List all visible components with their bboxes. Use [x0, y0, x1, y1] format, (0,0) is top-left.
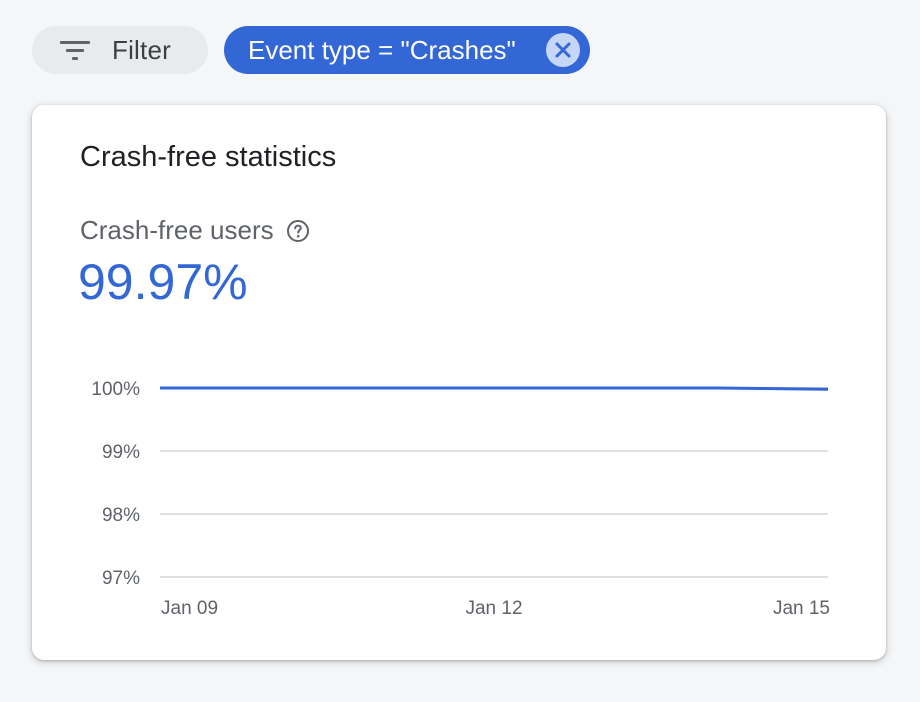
active-filter-chip[interactable]: Event type = "Crashes": [224, 26, 590, 74]
active-filter-label: Event type = "Crashes": [248, 34, 516, 65]
card-title: Crash-free statistics: [80, 141, 337, 173]
filter-list-icon: [60, 41, 90, 60]
help-circle-icon[interactable]: [286, 219, 310, 243]
x-tick-label: Jan 09: [161, 598, 218, 619]
series-line: [160, 386, 829, 391]
crash-free-statistics-card: Crash-free statistics Crash-free users 9…: [32, 105, 886, 660]
crash-free-users-chart: 100% 99% 98% 97% Jan 09 Jan 12 Jan 15: [91, 379, 830, 619]
close-icon: [555, 42, 571, 58]
y-tick-label: 100%: [91, 379, 140, 400]
y-tick-label: 98%: [102, 505, 140, 526]
y-tick-label: 97%: [102, 568, 140, 589]
x-tick-label: Jan 12: [465, 598, 522, 619]
filter-button-label: Filter: [112, 34, 171, 65]
y-tick-label: 99%: [102, 442, 140, 463]
crash-free-users-label: Crash-free users: [80, 215, 310, 246]
filter-button[interactable]: Filter: [32, 26, 208, 74]
crash-free-users-value: 99.97%: [78, 254, 248, 310]
remove-filter-button[interactable]: [546, 33, 580, 67]
x-tick-label: Jan 15: [773, 598, 830, 619]
metric-label-text: Crash-free users: [80, 215, 274, 245]
